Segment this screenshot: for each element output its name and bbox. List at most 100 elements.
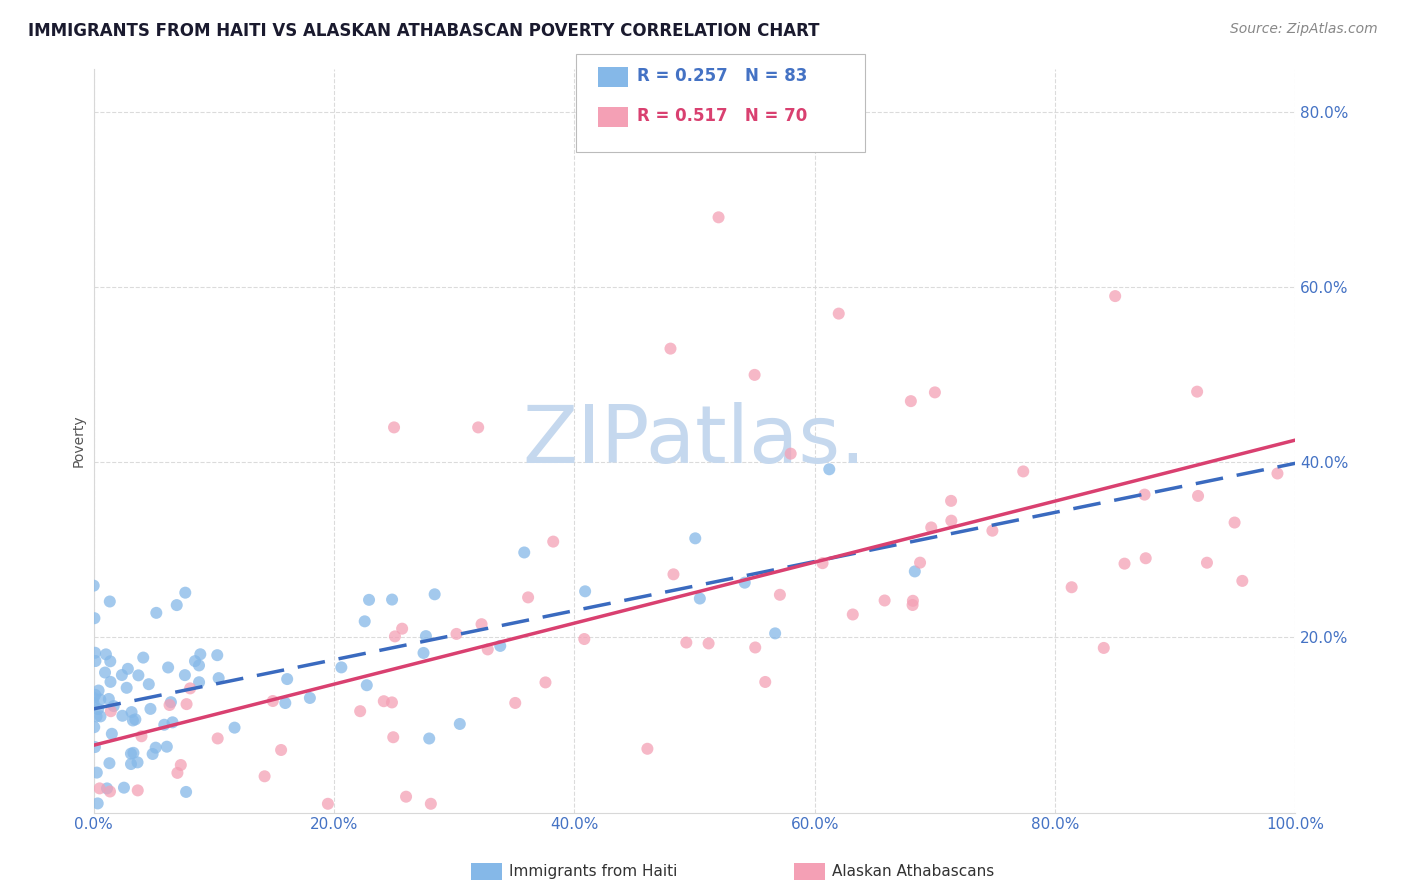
Point: [83, 579, 105, 593]
Point: [174, 585, 197, 599]
Point: [83, 720, 105, 734]
Point: [97, 692, 120, 706]
Point: [89, 692, 111, 706]
Point: [89, 709, 111, 723]
Point: [908, 556, 931, 570]
Text: Immigrants from Haiti: Immigrants from Haiti: [509, 864, 678, 879]
Point: [939, 494, 962, 508]
Point: [174, 668, 197, 682]
Point: [467, 420, 489, 434]
Point: [489, 639, 512, 653]
Point: [419, 797, 441, 811]
Point: [779, 447, 801, 461]
Point: [159, 698, 181, 712]
Point: [449, 717, 471, 731]
Point: [156, 739, 179, 754]
Text: Alaskan Athabascans: Alaskan Athabascans: [832, 864, 994, 879]
Point: [188, 647, 211, 661]
Point: [208, 671, 231, 685]
Point: [1185, 384, 1208, 399]
Point: [86, 797, 108, 811]
Point: [100, 674, 122, 689]
Point: [574, 584, 596, 599]
Point: [122, 714, 145, 728]
Point: [941, 514, 963, 528]
Point: [83, 690, 105, 705]
Point: [1187, 489, 1209, 503]
Point: [83, 611, 105, 625]
Point: [900, 394, 922, 409]
Point: [349, 704, 371, 718]
Point: [153, 717, 176, 731]
Point: [184, 654, 207, 668]
Point: [98, 784, 121, 798]
Point: [84, 688, 107, 702]
Point: [101, 727, 124, 741]
Point: [828, 307, 851, 321]
Point: [86, 709, 108, 723]
Point: [89, 781, 111, 796]
Point: [517, 591, 540, 605]
Point: [94, 648, 117, 662]
Point: [262, 694, 284, 708]
Point: [574, 632, 596, 646]
Point: [395, 789, 418, 804]
Point: [160, 695, 183, 709]
Point: [689, 591, 711, 606]
Point: [157, 660, 180, 674]
Point: [391, 622, 413, 636]
Point: [901, 594, 924, 608]
Point: [98, 654, 121, 668]
Point: [138, 677, 160, 691]
Point: [1232, 574, 1254, 588]
Point: [904, 565, 927, 579]
Point: [675, 635, 697, 649]
Point: [87, 683, 110, 698]
Point: [127, 756, 149, 770]
Point: [541, 534, 564, 549]
Point: [166, 765, 188, 780]
Point: [179, 681, 201, 696]
Point: [423, 587, 446, 601]
Point: [1114, 557, 1136, 571]
Point: [412, 646, 434, 660]
Point: [121, 705, 143, 719]
Point: [744, 640, 766, 655]
Point: [207, 648, 229, 662]
Point: [446, 627, 468, 641]
Point: [513, 545, 536, 559]
Point: [662, 567, 685, 582]
Point: [117, 662, 139, 676]
Point: [382, 731, 405, 745]
Point: [224, 721, 246, 735]
Point: [87, 702, 110, 716]
Point: [470, 617, 492, 632]
Point: [115, 681, 138, 695]
Point: [142, 747, 165, 761]
Point: [162, 715, 184, 730]
Point: [132, 650, 155, 665]
Point: [188, 675, 211, 690]
Point: [120, 747, 142, 761]
Point: [98, 756, 121, 771]
Point: [103, 699, 125, 714]
Point: [145, 606, 167, 620]
Point: [744, 368, 766, 382]
Point: [901, 598, 924, 612]
Point: [1060, 580, 1083, 594]
Point: [112, 780, 135, 795]
Point: [176, 697, 198, 711]
Point: [96, 781, 118, 796]
Point: [981, 524, 1004, 538]
Point: [754, 675, 776, 690]
Point: [357, 592, 380, 607]
Point: [274, 696, 297, 710]
Text: ZIPatlas.: ZIPatlas.: [523, 401, 866, 480]
Point: [353, 615, 375, 629]
Y-axis label: Poverty: Poverty: [72, 414, 86, 467]
Point: [382, 420, 405, 434]
Point: [763, 626, 786, 640]
Point: [356, 678, 378, 692]
Point: [139, 702, 162, 716]
Point: [100, 704, 122, 718]
